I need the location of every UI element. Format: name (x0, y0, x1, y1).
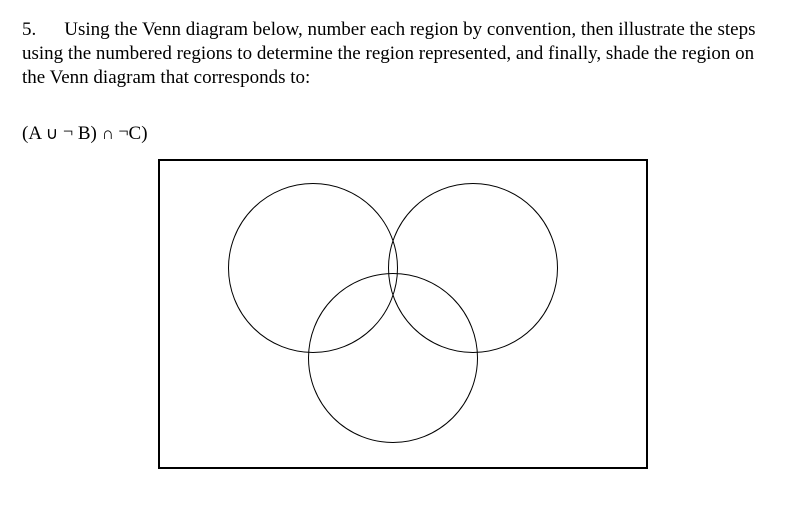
venn-circle-C (308, 273, 478, 443)
intersect-symbol: ∩ (102, 124, 114, 143)
expr-B: B) (73, 123, 102, 144)
question-number: 5. (22, 18, 36, 42)
question-line: 5.Using the Venn diagram below, number e… (22, 18, 782, 89)
expr-openA: (A (22, 123, 41, 144)
expr-C: C) (129, 123, 148, 144)
not-symbol-2: ¬ (114, 121, 129, 141)
question-body: Using the Venn diagram below, number eac… (22, 19, 755, 88)
venn-diagram-box (158, 159, 648, 469)
not-symbol-1: ¬ (63, 121, 73, 141)
union-symbol: ∪ (46, 124, 58, 143)
set-expression: (A ∪ ¬ B) ∩ ¬C) (22, 123, 782, 145)
